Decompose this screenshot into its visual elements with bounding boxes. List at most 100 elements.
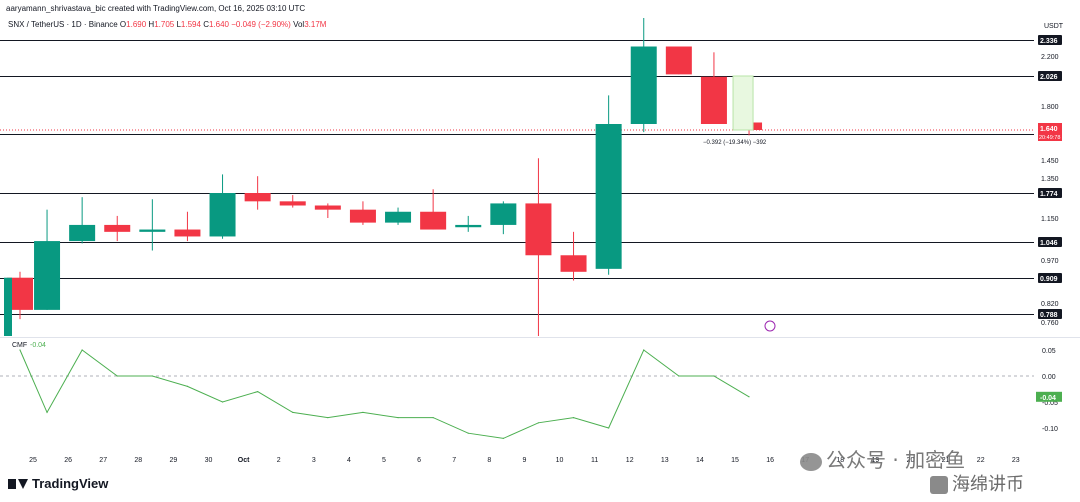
x-tick: 15 <box>731 457 739 464</box>
cmf-point <box>748 396 750 398</box>
candle-body <box>69 224 96 242</box>
high-label: H <box>148 20 155 29</box>
open-label: O <box>119 20 127 29</box>
cmf-point <box>46 411 48 413</box>
x-tick: 14 <box>696 457 704 464</box>
level-label-box <box>1038 273 1062 283</box>
cmf-point <box>572 417 575 419</box>
candle-body <box>104 224 131 232</box>
last-price-box <box>1038 123 1062 141</box>
level-label: 2.336 <box>1040 38 1058 45</box>
x-tick: 5 <box>382 457 386 464</box>
cmf-point <box>502 437 504 439</box>
candle-body <box>595 124 622 269</box>
level-label: 1.774 <box>1040 191 1058 198</box>
cmf-point <box>151 375 153 377</box>
cmf-point <box>397 417 399 419</box>
symbol-name[interactable]: SNX / TetherUS · 1D · Binance <box>8 20 118 29</box>
cmf-point <box>292 411 294 413</box>
cmf-point <box>257 391 259 393</box>
level-label-box <box>1038 35 1062 45</box>
x-tick: 16 <box>766 457 774 464</box>
low-label: L <box>176 20 181 29</box>
candle-body <box>349 209 376 223</box>
x-tick: 25 <box>29 457 37 464</box>
x-tick: 21 <box>942 457 950 464</box>
x-tick: 2 <box>277 457 281 464</box>
watermark-text-2: 海绵讲币 <box>952 474 1024 495</box>
x-tick: Oct <box>238 457 250 464</box>
watermark-line-1: 公众号 · 加密鱼 <box>800 444 965 473</box>
level-label-box <box>1038 71 1062 81</box>
price-tick: 1.450 <box>1041 158 1059 165</box>
projection-label: −0.392 (−19.34%) −392 <box>703 140 767 146</box>
level-label-box <box>1038 309 1062 319</box>
wechat-icon <box>800 452 822 471</box>
axes: USDT 2.200 1.800 1.450 1.350 1.150 0.970 0.820 0… <box>0 23 1080 464</box>
price-tick: 0.760 <box>1041 320 1059 327</box>
high-value: 1.705 <box>154 20 175 29</box>
cmf-point <box>116 375 118 377</box>
x-tick: 3 <box>312 457 316 464</box>
watermark-line-2: 海绵讲币 <box>930 470 1024 496</box>
currency-label: USDT <box>1044 23 1064 30</box>
candle-body <box>560 255 587 272</box>
cmf-title: CMF <box>12 342 27 349</box>
projection-box <box>732 75 754 131</box>
cmf-point <box>608 427 610 429</box>
cmf-point <box>327 417 329 419</box>
x-tick: 7 <box>452 457 456 464</box>
candle-body <box>34 241 61 310</box>
x-tick: 19 <box>872 457 880 464</box>
last-price-countdown: 20:49:78 <box>1039 135 1060 141</box>
cmf-point <box>432 417 434 419</box>
volume-label: Vol <box>293 20 305 29</box>
logo-text: TradingView <box>32 476 109 491</box>
candlestick-pane[interactable]: −0.392 (−19.34%) −392 <box>0 18 1034 336</box>
x-tick: 12 <box>626 457 634 464</box>
x-tick: 22 <box>977 457 985 464</box>
candle-body <box>700 76 727 124</box>
x-tick: 28 <box>134 457 142 464</box>
candle-body <box>490 203 517 225</box>
candle-body <box>279 201 306 206</box>
price-tick: 1.350 <box>1041 176 1059 183</box>
level-label: 0.909 <box>1040 276 1058 283</box>
cmf-point <box>537 422 540 424</box>
cmf-point <box>19 349 21 351</box>
cmf-last-box <box>1036 391 1062 402</box>
candle-body <box>665 46 692 75</box>
tradingview-logo-icon <box>8 477 28 491</box>
cmf-pane[interactable]: CMF -0.04 <box>0 342 1034 439</box>
candle-body <box>314 205 341 210</box>
cmf-tick: 0.00 <box>1042 374 1056 381</box>
change-value: −0.049 (−2.90%) <box>231 20 291 29</box>
cmf-point <box>81 349 83 351</box>
candle-body <box>209 193 236 237</box>
cmf-last-value: -0.04 <box>1040 395 1056 402</box>
watermark-text-1: 公众号 · 加密鱼 <box>826 448 966 472</box>
symbol-legend: SNX / TetherUS · 1D · Binance O1.690 H1.… <box>8 20 326 29</box>
level-label: 0.788 <box>1040 312 1058 319</box>
alert-icon <box>764 320 776 332</box>
cmf-line <box>19 349 750 439</box>
cmf-point <box>678 375 680 377</box>
cmf-tick: -0.05 <box>1042 400 1058 407</box>
candle-body <box>174 229 201 237</box>
level-label: 1.046 <box>1040 240 1058 247</box>
candle-body <box>139 229 166 232</box>
cmf-tick: -0.10 <box>1042 426 1058 433</box>
price-tick: 0.820 <box>1041 301 1059 308</box>
x-tick: 20 <box>907 457 915 464</box>
cmf-value: -0.04 <box>30 342 46 349</box>
tradingview-logo[interactable]: TradingView <box>8 476 108 491</box>
low-value: 1.594 <box>180 20 201 29</box>
close-label: C <box>203 20 209 29</box>
price-tick: 0.970 <box>1041 258 1059 265</box>
level-label-box <box>1038 188 1062 198</box>
x-tick: 13 <box>661 457 669 464</box>
author-line: aaryamann_shrivastava_bic created with T… <box>6 4 306 13</box>
price-tick: 1.800 <box>1041 104 1059 111</box>
x-tick: 18 <box>836 457 844 464</box>
